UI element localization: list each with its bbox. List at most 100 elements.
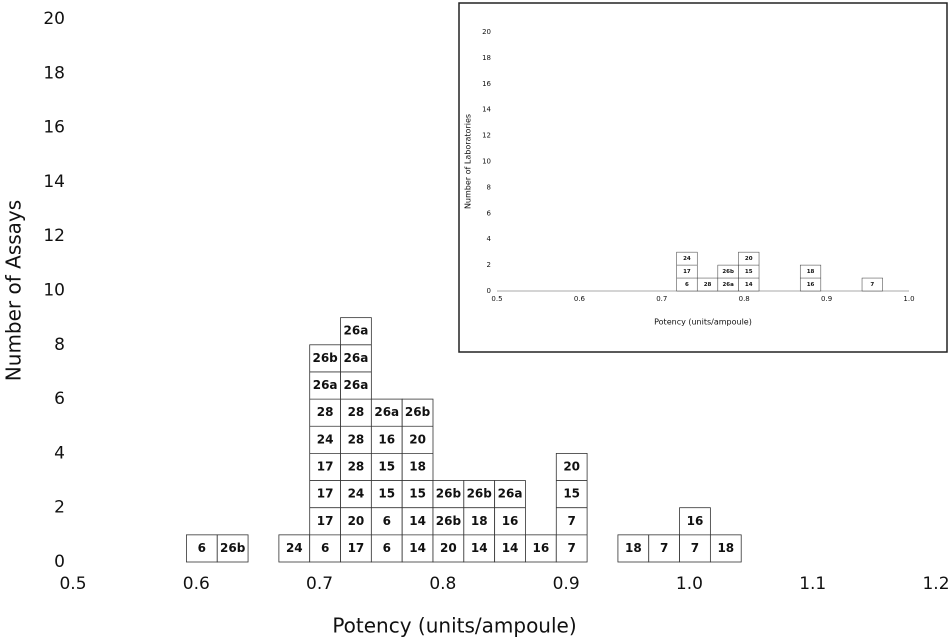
x-tick-label: 0.6 xyxy=(574,295,586,303)
box-label: 26a xyxy=(374,405,399,419)
box-label: 18 xyxy=(409,459,426,473)
x-axis-label: Potency (units/ampoule) xyxy=(332,614,576,638)
y-axis-label: Number of Assays xyxy=(2,200,26,381)
box-label: 16 xyxy=(378,432,395,446)
y-tick-label: 6 xyxy=(487,209,492,217)
box-label: 24 xyxy=(683,256,691,262)
box-label: 28 xyxy=(704,282,712,288)
y-tick-label: 12 xyxy=(43,226,65,246)
box-label: 26a xyxy=(344,351,369,365)
box-label: 16 xyxy=(687,514,704,528)
box-label: 26b xyxy=(467,487,493,501)
y-tick-label: 0 xyxy=(54,552,65,572)
box-label: 17 xyxy=(317,487,334,501)
bar xyxy=(861,277,883,292)
y-tick-label: 18 xyxy=(43,63,65,83)
bar xyxy=(432,480,465,563)
y-tick-label: 12 xyxy=(482,132,491,140)
bar xyxy=(216,534,249,563)
box-label: 14 xyxy=(409,514,426,528)
x-tick-label: 0.7 xyxy=(306,574,333,594)
box-label: 14 xyxy=(471,541,488,555)
box-label: 7 xyxy=(870,282,874,288)
bar xyxy=(648,534,680,563)
box-label: 14 xyxy=(745,282,753,288)
box-label: 26b xyxy=(220,541,246,555)
box-label: 15 xyxy=(745,269,753,275)
x-tick-label: 0.9 xyxy=(821,295,832,303)
box-label: 6 xyxy=(383,514,391,528)
y-tick-label: 16 xyxy=(482,80,491,88)
bar xyxy=(463,480,496,563)
box-label: 28 xyxy=(348,432,365,446)
x-tick-label: 0.8 xyxy=(429,574,456,594)
box-label: 17 xyxy=(317,459,334,473)
box-label: 24 xyxy=(348,487,365,501)
box-label: 26a xyxy=(344,378,369,392)
y-tick-label: 20 xyxy=(43,9,65,29)
y-tick-label: 14 xyxy=(482,106,491,114)
box-label: 7 xyxy=(568,514,576,528)
y-tick-label: 4 xyxy=(54,443,65,463)
y-tick-label: 10 xyxy=(43,281,65,301)
y-tick-label: 4 xyxy=(487,235,492,243)
box-label: 14 xyxy=(502,541,519,555)
box-label: 17 xyxy=(317,514,334,528)
box-label: 20 xyxy=(745,256,753,262)
box-label: 20 xyxy=(348,514,365,528)
box-label: 28 xyxy=(348,405,365,419)
bar xyxy=(738,251,760,292)
y-tick-label: 2 xyxy=(54,498,65,518)
box-label: 24 xyxy=(286,541,303,555)
x-axis-label: Potency (units/ampoule) xyxy=(654,318,752,327)
y-tick-label: 6 xyxy=(54,389,65,409)
box-label: 18 xyxy=(807,269,815,275)
bar xyxy=(340,317,372,563)
box-label: 26a xyxy=(313,378,338,392)
box-label: 20 xyxy=(440,541,457,555)
box-label: 26b xyxy=(436,514,462,528)
box-label: 26a xyxy=(722,282,734,288)
box-label: 16 xyxy=(502,514,519,528)
x-tick-label: 0.7 xyxy=(656,295,667,303)
box-label: 26a xyxy=(498,487,523,501)
y-tick-label: 18 xyxy=(482,54,491,62)
box-label: 15 xyxy=(378,459,395,473)
box-label: 6 xyxy=(685,282,689,288)
box-label: 16 xyxy=(807,282,815,288)
box-label: 17 xyxy=(683,269,691,275)
y-tick-label: 10 xyxy=(482,158,491,166)
x-tick-label: 1.0 xyxy=(676,574,703,594)
box-label: 6 xyxy=(321,541,329,555)
y-axis-label: Number of Laboratories xyxy=(464,114,473,209)
bar xyxy=(278,534,311,563)
box-label: 28 xyxy=(317,405,334,419)
box-label: 14 xyxy=(409,541,426,555)
box-label: 24 xyxy=(317,432,334,446)
y-tick-label: 8 xyxy=(487,183,491,191)
bar xyxy=(186,534,218,563)
x-tick-label: 1.0 xyxy=(903,295,914,303)
x-tick-label: 0.8 xyxy=(739,295,750,303)
box-label: 15 xyxy=(409,487,426,501)
bar xyxy=(676,251,698,292)
box-label: 26b xyxy=(436,487,462,501)
box-label: 7 xyxy=(691,541,699,555)
y-tick-label: 2 xyxy=(487,261,491,269)
box-label: 26b xyxy=(405,405,431,419)
bar xyxy=(617,534,650,563)
box-label: 6 xyxy=(198,541,206,555)
box-label: 7 xyxy=(660,541,668,555)
bar xyxy=(494,480,526,563)
y-tick-label: 20 xyxy=(482,28,491,36)
inset-frame xyxy=(458,2,948,353)
y-tick-label: 16 xyxy=(43,118,65,138)
y-tick-label: 14 xyxy=(43,172,65,192)
box-label: 26b xyxy=(312,351,338,365)
x-tick-label: 0.5 xyxy=(59,574,86,594)
x-tick-label: 0.5 xyxy=(491,295,502,303)
box-label: 15 xyxy=(378,487,395,501)
box-label: 7 xyxy=(568,541,576,555)
box-label: 26a xyxy=(344,324,369,338)
